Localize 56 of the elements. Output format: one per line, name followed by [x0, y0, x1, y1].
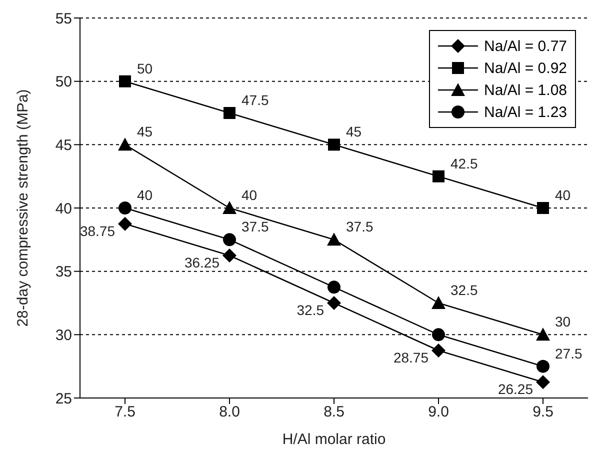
data-label: 36.25	[184, 254, 220, 270]
data-label: 32.5	[450, 282, 478, 298]
point	[118, 138, 132, 151]
x-tick-label: 8.0	[219, 404, 240, 421]
point	[328, 138, 340, 151]
x-tick-label: 9.0	[428, 404, 449, 421]
y-tick-label: 55	[55, 10, 72, 28]
point	[224, 107, 236, 119]
point	[118, 202, 132, 214]
data-label: 37.5	[346, 218, 374, 235]
point	[432, 170, 444, 182]
x-tick-label: 7.5	[114, 404, 136, 421]
y-tick-label: 30	[55, 326, 72, 344]
y-axis-title: 28-day compressive strength (MPa)	[14, 89, 32, 327]
point	[119, 75, 131, 88]
point	[327, 296, 341, 310]
x-axis-title: H/Al molar ratio	[282, 431, 386, 448]
point	[536, 360, 550, 373]
point	[222, 248, 236, 262]
x-tick-label: 8.5	[324, 404, 344, 421]
point	[432, 328, 445, 342]
data-label: 37.5	[242, 218, 269, 235]
data-label: 40	[555, 187, 571, 203]
y-tick-label: 25	[55, 390, 72, 408]
point	[328, 280, 340, 294]
point	[536, 375, 550, 390]
y-tick-label: 45	[55, 136, 72, 154]
legend-label: Na/Al = 0.92	[484, 60, 567, 76]
point	[223, 233, 236, 246]
data-label: 45	[346, 124, 362, 140]
data-label: 32.5	[296, 302, 324, 318]
data-label: 42.5	[450, 155, 478, 172]
data-label: 45	[137, 124, 153, 140]
legend-label: Na/Al = 0.77	[484, 38, 567, 54]
point	[222, 201, 236, 214]
legend-label: Na/Al = 1.23	[484, 104, 567, 120]
data-label: 26.25	[498, 381, 534, 398]
x-tick-label: 9.5	[532, 404, 554, 421]
point	[537, 202, 549, 214]
data-label: 40	[242, 187, 258, 203]
data-label: 38.75	[80, 222, 116, 239]
data-label: 50	[137, 60, 153, 76]
point	[536, 328, 550, 341]
data-label: 27.5	[555, 345, 582, 362]
point	[118, 216, 132, 231]
y-tick-label: 40	[55, 200, 72, 218]
data-label: 47.5	[242, 92, 269, 108]
y-tick-label: 35	[55, 264, 72, 281]
data-label: 30	[555, 314, 571, 330]
data-label: 40	[137, 187, 153, 203]
y-tick-label: 50	[55, 74, 72, 91]
point	[432, 296, 446, 309]
legend-label: Na/Al = 1.08	[484, 82, 567, 98]
point	[432, 344, 446, 358]
data-label: 28.75	[393, 350, 429, 366]
point	[327, 232, 341, 246]
